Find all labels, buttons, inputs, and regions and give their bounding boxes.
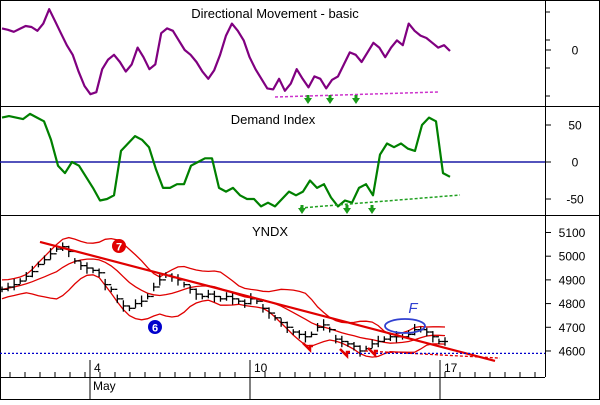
x-tick-label-2: 17 (444, 361, 458, 375)
dm-title: Directional Movement - basic (191, 6, 359, 21)
red-arrow-icon-0 (302, 342, 313, 354)
price-tick-label-5: 4600 (559, 344, 586, 358)
bollinger-lower-band (1, 274, 446, 358)
green-arrow-icon-di-1 (343, 205, 351, 214)
di-tick-label-2: -50 (566, 193, 584, 207)
di-tick-label-1: 0 (572, 156, 579, 170)
f-label: F (408, 300, 418, 317)
x-month-label: May (93, 379, 116, 393)
axes-labels: 0 50 0 -50 5100 5000 4900 4800 4700 4600 4 10 17 May (9, 11, 586, 400)
green-arrow-icon-dm-1 (326, 95, 334, 104)
di-title: Demand Index (231, 112, 316, 127)
x-tick-label-1: 10 (254, 361, 268, 375)
price-tick-label-3: 4800 (559, 297, 586, 311)
price-tick-label-0: 5100 (559, 226, 586, 240)
marker-7-circle (112, 239, 126, 253)
green-arrow-icon-dm-0 (304, 95, 312, 104)
marker-6-label: 6 (152, 323, 158, 335)
di-panel (0, 112, 545, 214)
f-ellipse (384, 318, 426, 334)
dm-tick-label-0: 0 (572, 44, 579, 58)
green-arrow-icon-di-0 (298, 205, 306, 214)
price-tick-label-1: 5000 (559, 250, 586, 264)
di-tick-label-0: 50 (568, 119, 582, 133)
x-tick-label-0: 4 (94, 361, 101, 375)
green-arrow-icon-dm-2 (352, 95, 360, 104)
marker-6-circle (148, 320, 162, 334)
price-tick-label-2: 4900 (559, 273, 586, 287)
red-arrow-icon-2 (367, 347, 378, 359)
red-arrow-icon-1 (339, 348, 350, 360)
marker-7-label: 7 (116, 242, 122, 254)
dm-panel (1, 8, 451, 104)
price-tick-label-4: 4700 (559, 321, 586, 335)
dashed-trend-low (364, 350, 501, 359)
dm-trend-line (274, 91, 439, 98)
di-trend-line (299, 194, 461, 209)
dm-series-line (1, 8, 451, 96)
di-series-line (1, 112, 451, 208)
trend-line-7 (39, 240, 496, 362)
green-arrow-icon-di-2 (368, 205, 376, 214)
price-panel: 7 6 F (0, 236, 545, 362)
bollinger-upper-band (1, 236, 446, 336)
yndx-title: YNDX (252, 224, 288, 239)
